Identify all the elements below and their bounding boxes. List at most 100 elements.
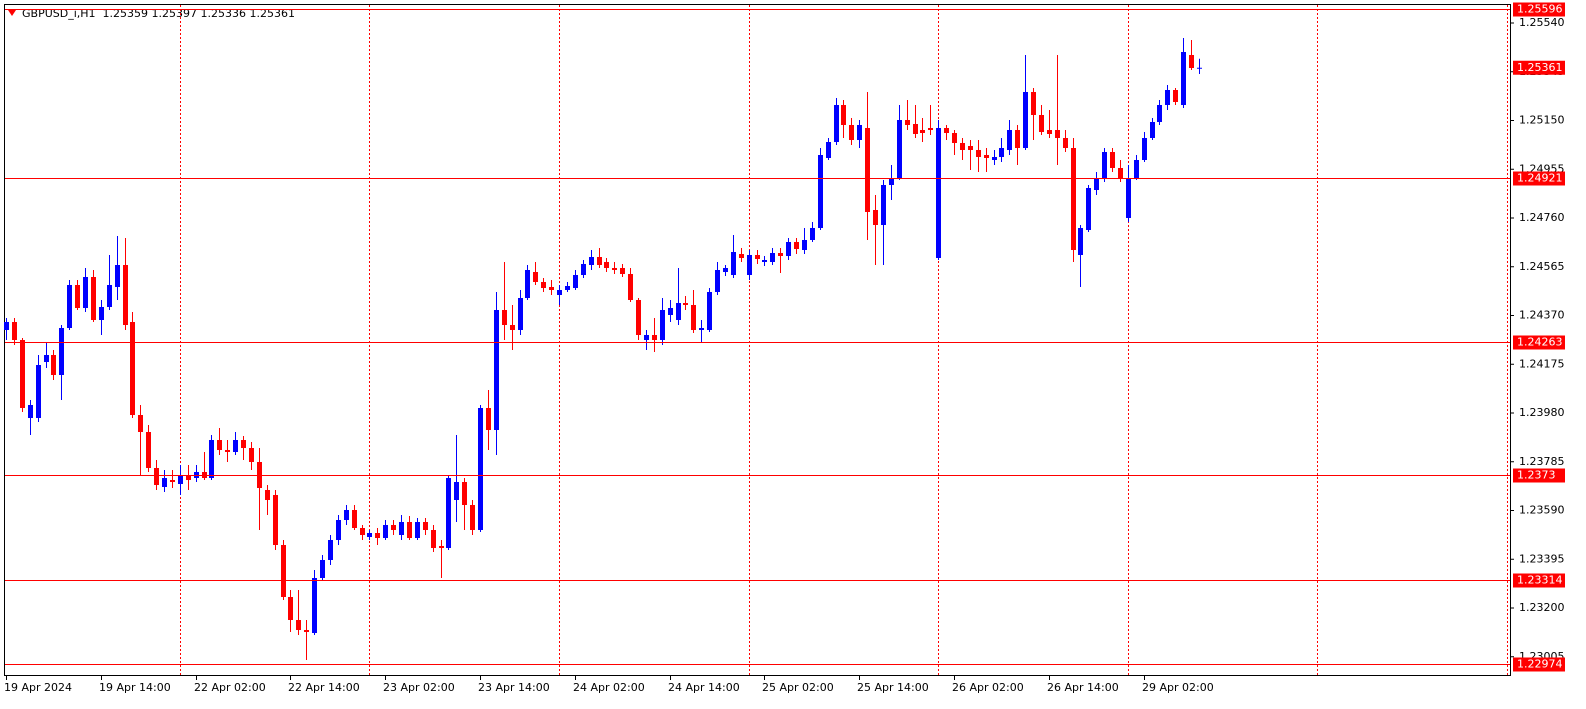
candle-body [565,286,570,290]
chart-title: GBPUSD_i,H1 1.25359 1.25397 1.25336 1.25… [22,7,295,20]
candle-body [115,265,120,287]
candle-body [668,308,673,315]
y-tick-label: 1.23980 [1519,406,1565,419]
candle-body [604,262,609,268]
candle-body [581,264,586,275]
x-tick-label: 24 Apr 14:00 [668,681,740,694]
candle-body [644,335,649,340]
x-tick-label: 23 Apr 14:00 [478,681,550,694]
candle-body [549,287,554,290]
candle-body [1086,188,1091,230]
candle-body [1181,52,1186,105]
candle-body [478,408,483,530]
candle-body [699,328,704,330]
candle-body [841,105,846,125]
y-tick-label: 1.23395 [1519,552,1565,565]
candle-body [178,475,183,484]
candle-body [652,335,657,340]
y-tick-label: 1.24175 [1519,357,1565,370]
candle-body [91,277,96,320]
candle-body [818,155,823,228]
candle-body [83,277,88,308]
candle-body [525,270,530,298]
candle-body [723,268,728,272]
candle-body [778,253,783,256]
candle-body [612,268,617,270]
candle-body [802,240,807,250]
candle-body [984,155,989,158]
candle-body [1031,92,1036,115]
candle-body [107,285,112,307]
candle-body [1110,152,1115,168]
candle-body [810,228,815,240]
candle-body [573,275,578,288]
candle-body [865,128,870,212]
x-tick-label: 19 Apr 14:00 [99,681,171,694]
candle-body [462,482,467,505]
x-tick-label: 23 Apr 02:00 [383,681,455,694]
candle-body [1189,55,1194,68]
y-tick-label: 1.25540 [1519,16,1565,29]
candle-body [620,268,625,274]
candle-body [1047,130,1052,134]
candle-body [1134,160,1139,178]
candle-body [1197,67,1202,69]
candle-body [20,340,25,408]
level-label-box [1513,573,1565,588]
candle-body [794,242,799,249]
candle-body [589,257,594,265]
plot-frame [4,4,1511,676]
candle-body [12,322,17,340]
y-tick-label: 1.23590 [1519,504,1565,517]
candle-body [415,522,420,538]
level-label-box [1513,468,1565,483]
candle-body [439,546,444,548]
candle-body [1126,178,1131,218]
y-tick-label: 1.23785 [1519,455,1565,468]
candle-body [952,133,957,143]
collapse-arrow[interactable] [8,10,16,16]
x-tick-label: 25 Apr 02:00 [762,681,834,694]
candle-body [944,128,949,133]
candle-body [281,545,286,597]
candle-body [312,578,317,633]
candle-body [446,478,451,548]
candle-body [597,257,602,265]
y-tick-label: 1.25150 [1519,114,1565,127]
candle-body [225,450,230,452]
y-tick-label: 1.24565 [1519,260,1565,273]
candle-body [217,440,222,450]
x-tick-label: 25 Apr 14:00 [857,681,929,694]
candle-body [146,432,151,468]
level-label-box [1513,657,1565,672]
candle-body [375,533,380,538]
candle-body [502,310,507,325]
candle-body [1142,138,1147,160]
candle-body [4,322,9,330]
candle-body [928,128,933,130]
candle-body [755,255,760,259]
candle-body [154,468,159,485]
y-tick-label: 1.24760 [1519,211,1565,224]
candle-body [67,285,72,328]
candle-body [454,482,459,500]
candle-body [344,510,349,520]
y-tick-label: 1.23200 [1519,601,1565,614]
candle-body [486,408,491,430]
candle-body [976,150,981,157]
y-tick-label: 1.24370 [1519,309,1565,322]
x-tick-label: 22 Apr 02:00 [194,681,266,694]
candle-body [1173,90,1178,102]
candle-body [36,365,41,418]
level-label-box [1513,171,1565,186]
candle-body [186,475,191,480]
candle-body [44,355,49,362]
level-label-box [1513,2,1565,17]
candle-body [328,540,333,560]
candle-body [1165,90,1170,105]
level-label: 1.24921 [1517,172,1563,185]
candle-body [162,478,167,487]
candle-body [1063,138,1068,148]
candle-body [75,285,80,308]
